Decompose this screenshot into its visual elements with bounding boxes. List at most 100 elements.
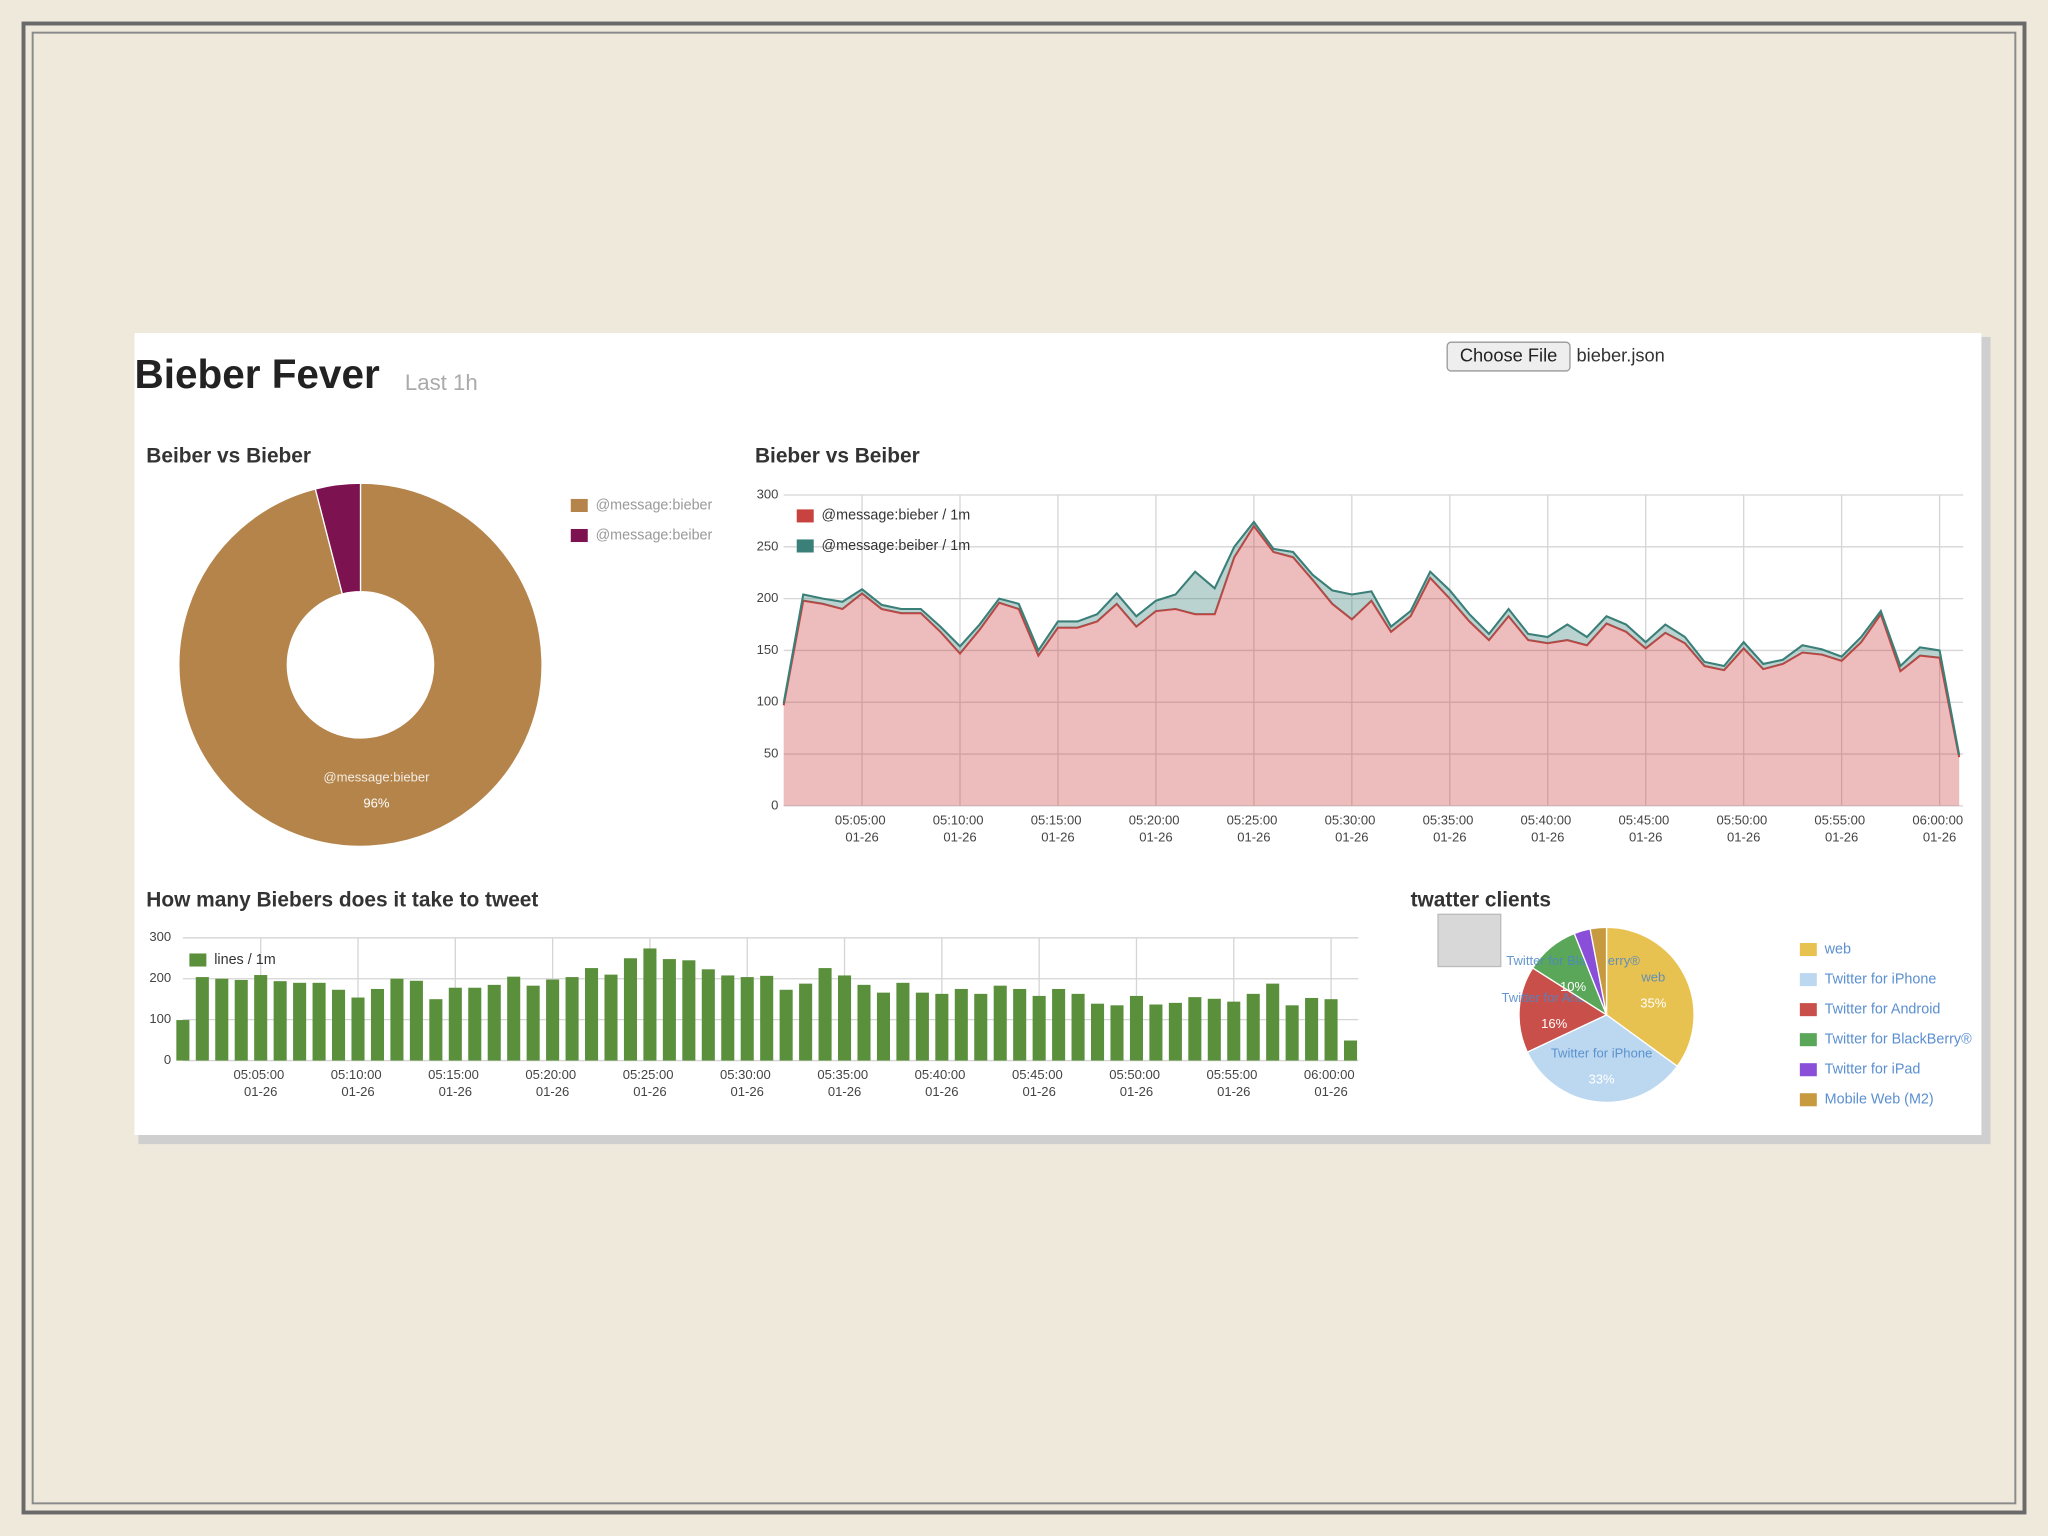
file-button-label[interactable]: Choose File (1460, 344, 1557, 365)
bar (623, 958, 637, 1061)
x-tick-label: 05:10:00 01-26 (933, 813, 987, 845)
bar (565, 977, 579, 1061)
slice-label: 35% (1640, 996, 1667, 1011)
legend-swatch (189, 953, 207, 967)
bar (1032, 995, 1046, 1061)
bar (1110, 1005, 1124, 1061)
slide-border-outer (21, 21, 2027, 1515)
legend-swatch (796, 509, 814, 523)
bar (935, 993, 949, 1061)
bar (1305, 997, 1319, 1061)
slice-name: Twitter for iPhone (1551, 1046, 1653, 1061)
bar (1324, 999, 1338, 1061)
bar (876, 992, 890, 1061)
slice-label: 10% (1560, 979, 1587, 994)
x-tick-label: 05:20:00 01-26 (1129, 813, 1183, 845)
slice-name: @message:bieber (323, 770, 430, 785)
bar (429, 999, 443, 1061)
bar (1207, 998, 1221, 1061)
x-tick-label: 05:30:00 01-26 (1325, 813, 1379, 845)
x-tick-label: 06:00:00 01-26 (1304, 1068, 1358, 1100)
legend-label: Twitter for Android (1825, 1001, 1941, 1017)
file-input[interactable]: Choose File (1446, 341, 1571, 372)
bar (701, 969, 715, 1061)
x-tick-label: 05:40:00 01-26 (915, 1068, 969, 1100)
bar (643, 948, 657, 1061)
chart-title: twatter clients (1411, 889, 1551, 912)
x-tick-label: 05:45:00 01-26 (1012, 1068, 1066, 1100)
bar (721, 975, 735, 1061)
bar (195, 977, 209, 1061)
bar (1266, 983, 1280, 1061)
chart-title: Bieber vs Beiber (755, 445, 920, 468)
x-tick-label: 05:55:00 01-26 (1814, 813, 1868, 845)
bar (818, 968, 832, 1061)
bar (1227, 1001, 1241, 1061)
bar (234, 979, 248, 1061)
bar (215, 978, 229, 1061)
legend-label: Mobile Web (M2) (1825, 1092, 1934, 1108)
bar (409, 980, 423, 1061)
x-tick-label: 05:30:00 01-26 (720, 1068, 774, 1100)
bar (1344, 1040, 1358, 1061)
x-tick-label: 05:25:00 01-26 (1227, 813, 1281, 845)
y-tick-label: 250 (757, 538, 779, 553)
legend-swatch (1799, 943, 1817, 957)
slice-name: web (1640, 969, 1665, 984)
slice-name: Twitter for BlackBerry® (1506, 953, 1640, 968)
file-name: bieber.json (1576, 344, 1664, 365)
x-tick-label: 05:50:00 01-26 (1716, 813, 1770, 845)
bar (1149, 1004, 1163, 1061)
bar (682, 960, 696, 1061)
y-tick-label: 100 (757, 694, 779, 709)
y-tick-label: 300 (757, 486, 779, 501)
bar (779, 989, 793, 1061)
file-button[interactable] (1446, 341, 1571, 372)
chart-title: How many Biebers does it take to tweet (146, 889, 538, 912)
bar (585, 968, 599, 1061)
bar (176, 1020, 190, 1061)
x-tick-label: 05:35:00 01-26 (817, 1068, 871, 1100)
bar (468, 987, 482, 1061)
x-tick-label: 05:05:00 01-26 (233, 1068, 287, 1100)
x-tick-label: 05:45:00 01-26 (1619, 813, 1673, 845)
line (782, 524, 1961, 758)
line (782, 520, 1961, 756)
bar (390, 978, 404, 1061)
bar (662, 959, 676, 1061)
slice-label: 33% (1589, 1072, 1616, 1087)
y-tick-label: 50 (764, 746, 779, 761)
bar (760, 975, 774, 1061)
x-tick-label: 05:40:00 01-26 (1521, 813, 1575, 845)
bar (604, 974, 618, 1061)
bar (448, 987, 462, 1061)
y-tick-label: 300 (149, 929, 171, 944)
area (783, 526, 1960, 806)
legend-label: Twitter for BlackBerry® (1825, 1031, 1972, 1047)
x-tick-label: 05:05:00 01-26 (835, 813, 889, 845)
slice (1605, 926, 1695, 1068)
chart-title: Beiber vs Bieber (146, 445, 311, 468)
legend-swatch (1799, 973, 1817, 987)
bar (526, 985, 540, 1061)
bar (351, 997, 365, 1061)
legend-swatch (1799, 1003, 1817, 1017)
bar (1013, 988, 1027, 1061)
legend-label: @message:bieber / 1m (822, 508, 971, 524)
legend-label: web (1824, 941, 1851, 957)
bar (1052, 988, 1066, 1061)
bar (954, 988, 968, 1061)
bar (254, 975, 268, 1061)
y-tick-label: 0 (771, 797, 778, 812)
legend-swatch (1799, 1093, 1817, 1107)
slice-label: 96% (363, 796, 390, 811)
bar (487, 984, 501, 1061)
x-tick-label: 05:20:00 01-26 (525, 1068, 579, 1100)
bar (857, 984, 871, 1061)
x-tick-label: 05:35:00 01-26 (1423, 813, 1477, 845)
x-tick-label: 05:55:00 01-26 (1207, 1068, 1261, 1100)
slide-border-inner (31, 31, 2017, 1505)
x-tick-label: 05:15:00 01-26 (428, 1068, 482, 1100)
